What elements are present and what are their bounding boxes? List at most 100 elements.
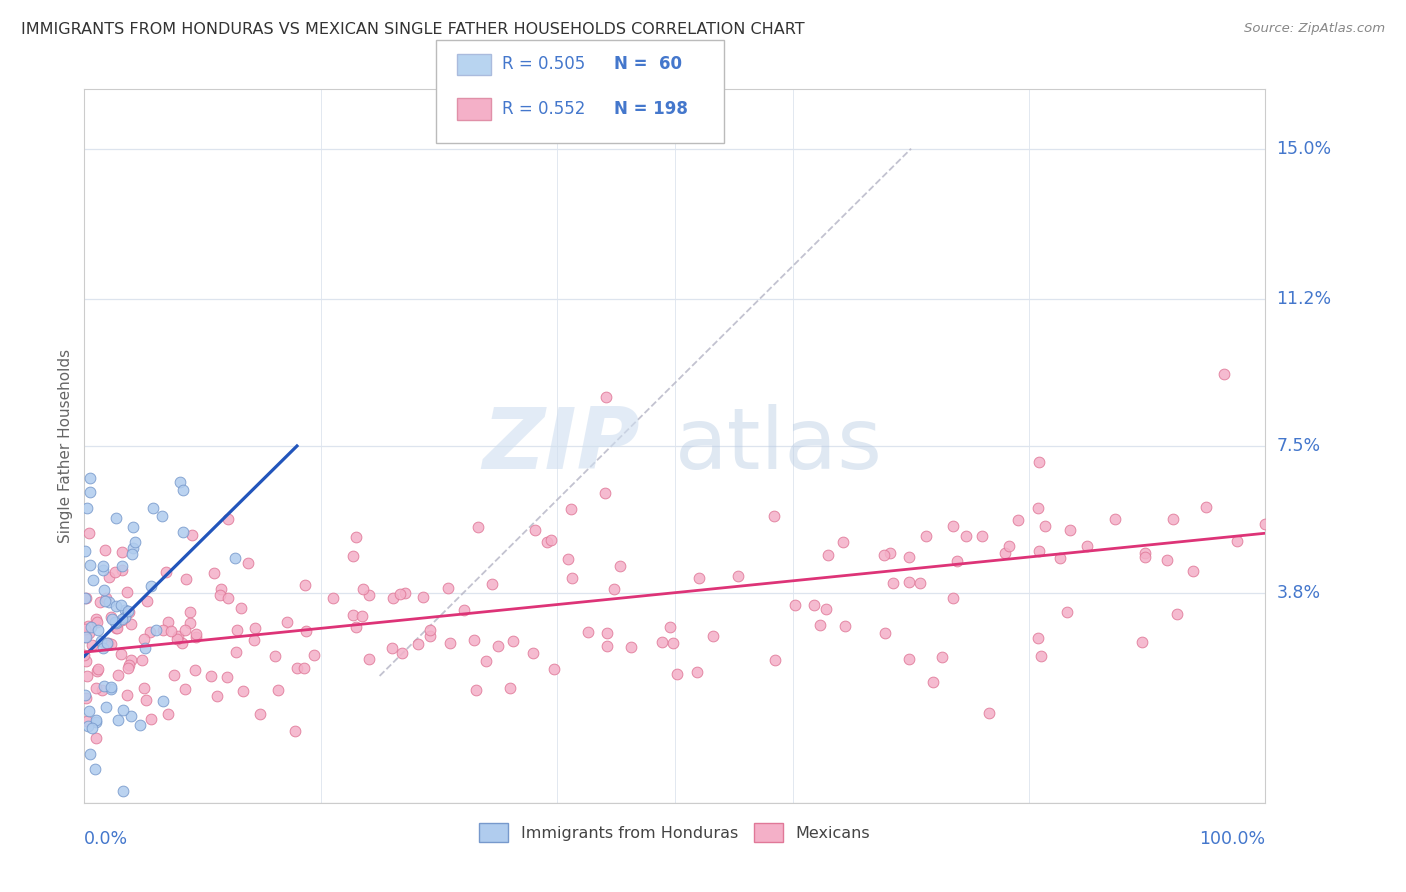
Point (86, 731, 108, 745)
Point (1182, 564, 1205, 578)
Point (79, 558, 101, 573)
Point (75, 630, 97, 644)
Point (1130, 635, 1153, 649)
Point (245, 622, 267, 636)
Text: R = 0.552: R = 0.552 (502, 100, 585, 118)
Point (84, 612, 107, 626)
Point (76, 501, 98, 516)
Point (1133, 546, 1156, 560)
Point (180, 528, 202, 542)
Point (107, 615, 129, 630)
Point (276, 615, 298, 629)
Point (236, 556, 259, 570)
Point (114, 610, 136, 624)
Point (111, 545, 134, 559)
Point (152, 694, 174, 708)
Point (882, 576, 904, 591)
Point (84, 714, 107, 729)
Point (394, 585, 416, 599)
Point (540, 533, 562, 547)
Point (98, 595, 121, 609)
Text: Source: ZipAtlas.com: Source: ZipAtlas.com (1244, 22, 1385, 36)
Point (522, 646, 544, 660)
Point (170, 636, 193, 650)
Point (105, 621, 128, 635)
Point (110, 647, 132, 661)
Point (502, 633, 524, 648)
Point (117, 661, 139, 675)
Point (1194, 500, 1216, 514)
Point (96, 636, 118, 650)
Point (80, 721, 103, 735)
Point (294, 578, 316, 592)
Text: atlas: atlas (675, 404, 883, 488)
Point (350, 609, 373, 624)
Point (135, 594, 157, 608)
Point (100, 680, 122, 694)
Point (419, 623, 441, 637)
Point (231, 600, 253, 615)
Point (1254, 516, 1277, 531)
Point (121, 548, 143, 562)
Point (803, 598, 825, 612)
Point (174, 572, 197, 586)
Point (111, 784, 134, 798)
Point (100, 637, 122, 651)
Point (131, 653, 153, 667)
Point (1226, 534, 1249, 549)
Point (942, 591, 965, 606)
Point (344, 620, 367, 634)
Point (115, 689, 138, 703)
Point (174, 681, 197, 696)
Point (302, 648, 325, 662)
Point (115, 584, 138, 599)
Point (107, 668, 129, 682)
Point (499, 681, 522, 695)
Point (111, 612, 134, 626)
Point (79, 747, 101, 761)
Point (134, 641, 156, 656)
Point (609, 558, 631, 573)
Point (80, 620, 103, 634)
Point (879, 546, 901, 560)
Legend: Immigrants from Honduras, Mexicans: Immigrants from Honduras, Mexicans (472, 817, 877, 848)
Point (111, 559, 134, 574)
Point (77, 619, 100, 633)
Point (87, 662, 110, 676)
Point (135, 693, 157, 707)
Point (209, 582, 232, 596)
Point (110, 598, 132, 612)
Point (90, 634, 112, 648)
Point (1156, 552, 1178, 566)
Point (186, 627, 208, 641)
Point (93, 583, 115, 598)
Point (921, 674, 943, 689)
Point (184, 663, 207, 677)
Point (100, 682, 122, 697)
Point (166, 632, 188, 646)
Point (475, 654, 498, 668)
Point (89, 595, 111, 609)
Point (815, 602, 838, 616)
Point (688, 571, 710, 585)
Point (284, 723, 307, 738)
Point (141, 713, 163, 727)
Point (832, 534, 855, 549)
Point (897, 652, 920, 666)
Text: R = 0.505: R = 0.505 (502, 55, 585, 73)
Point (186, 630, 208, 644)
Point (139, 579, 162, 593)
Point (225, 645, 247, 659)
Point (122, 520, 145, 534)
Point (1028, 454, 1050, 468)
Point (79, 484, 101, 499)
Point (93, 543, 115, 558)
Point (875, 625, 897, 640)
Point (1056, 605, 1078, 619)
Point (243, 632, 266, 647)
Point (100, 609, 122, 624)
Point (955, 529, 977, 543)
Point (292, 660, 315, 674)
Point (994, 546, 1017, 560)
Point (263, 649, 285, 664)
